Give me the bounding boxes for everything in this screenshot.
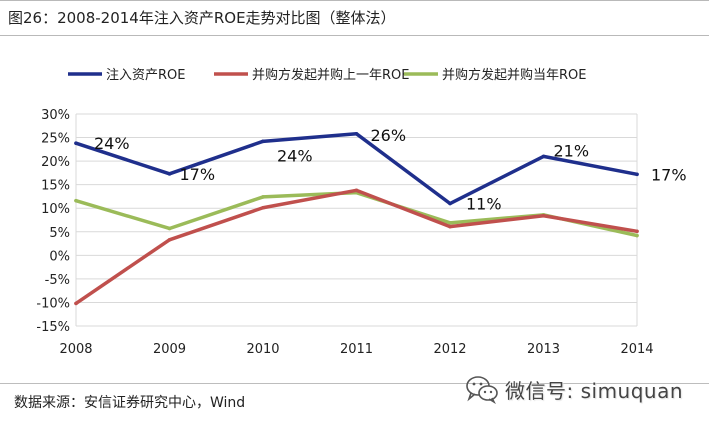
series-3-point — [448, 221, 452, 225]
y-tick-label: 0% — [49, 249, 70, 264]
x-tick-label: 2014 — [620, 342, 653, 357]
legend-label-1: 注入资产ROE — [106, 68, 185, 83]
series-line-3 — [74, 190, 639, 238]
legend-label-2: 并购方发起并购上一年ROE — [252, 67, 409, 83]
watermark-text: 微信号: simuquan — [505, 378, 684, 403]
data-label: 21% — [554, 141, 590, 160]
series-1-point — [541, 154, 546, 159]
y-tick-label: 25% — [41, 132, 70, 147]
data-label: 24% — [94, 134, 130, 153]
x-tick-label: 2010 — [246, 342, 279, 357]
series-1-point — [354, 131, 359, 136]
data-label: 17% — [180, 165, 216, 184]
data-label: 24% — [277, 146, 313, 165]
y-tick-label: 5% — [49, 226, 70, 241]
title-bar: 图26：2008-2014年注入资产ROE走势对比图（整体法） — [0, 0, 709, 36]
y-tick-label: -5% — [45, 273, 70, 288]
series-2-point — [74, 301, 78, 306]
y-tick-label: 15% — [41, 179, 70, 194]
data-label: 11% — [466, 195, 502, 214]
legend-label-3: 并购方发起并购当年ROE — [442, 67, 586, 83]
watermark: 微信号: simuquan — [465, 373, 683, 405]
y-tick-label: 30% — [41, 108, 70, 123]
series-2-point — [354, 188, 359, 193]
series-1-point — [635, 172, 639, 177]
y-tick-label: -15% — [36, 320, 70, 335]
y-tick-label: -10% — [36, 296, 70, 311]
x-tick-label: 2012 — [433, 342, 466, 357]
series-1-point — [74, 141, 78, 146]
source-note: 数据来源：安信证券研究中心，Wind — [14, 395, 246, 411]
y-tick-label: 10% — [41, 202, 70, 217]
figure-title: 图26：2008-2014年注入资产ROE走势对比图（整体法） — [8, 9, 396, 27]
wechat-icon — [466, 376, 498, 404]
series-2-point — [167, 237, 172, 242]
x-tick-label: 2011 — [340, 342, 373, 357]
series-2-point — [541, 213, 546, 218]
series-3-point — [261, 195, 265, 199]
series-2-point — [448, 224, 452, 229]
x-tick-label: 2009 — [153, 342, 186, 357]
data-label: 26% — [371, 126, 407, 145]
y-tick-label: 20% — [41, 155, 70, 170]
series-1-point — [448, 201, 452, 206]
footer-divider — [0, 383, 709, 384]
series-2-point — [261, 205, 265, 210]
x-tick-label: 2008 — [59, 342, 92, 357]
series-3-point — [635, 233, 639, 238]
series-3-point — [167, 226, 172, 231]
line-chart: -15% -10% -5% 0% 5% 10% 15% 20% 25% 30% 2008 2009 20… — [36, 67, 687, 357]
data-label: 17% — [651, 165, 687, 184]
series-line-2 — [74, 188, 639, 306]
series-3-point — [74, 198, 78, 203]
x-tick-label: 2013 — [527, 342, 560, 357]
series-1-point — [167, 172, 172, 176]
series-2-point — [635, 229, 639, 234]
series-1-point — [261, 139, 265, 144]
